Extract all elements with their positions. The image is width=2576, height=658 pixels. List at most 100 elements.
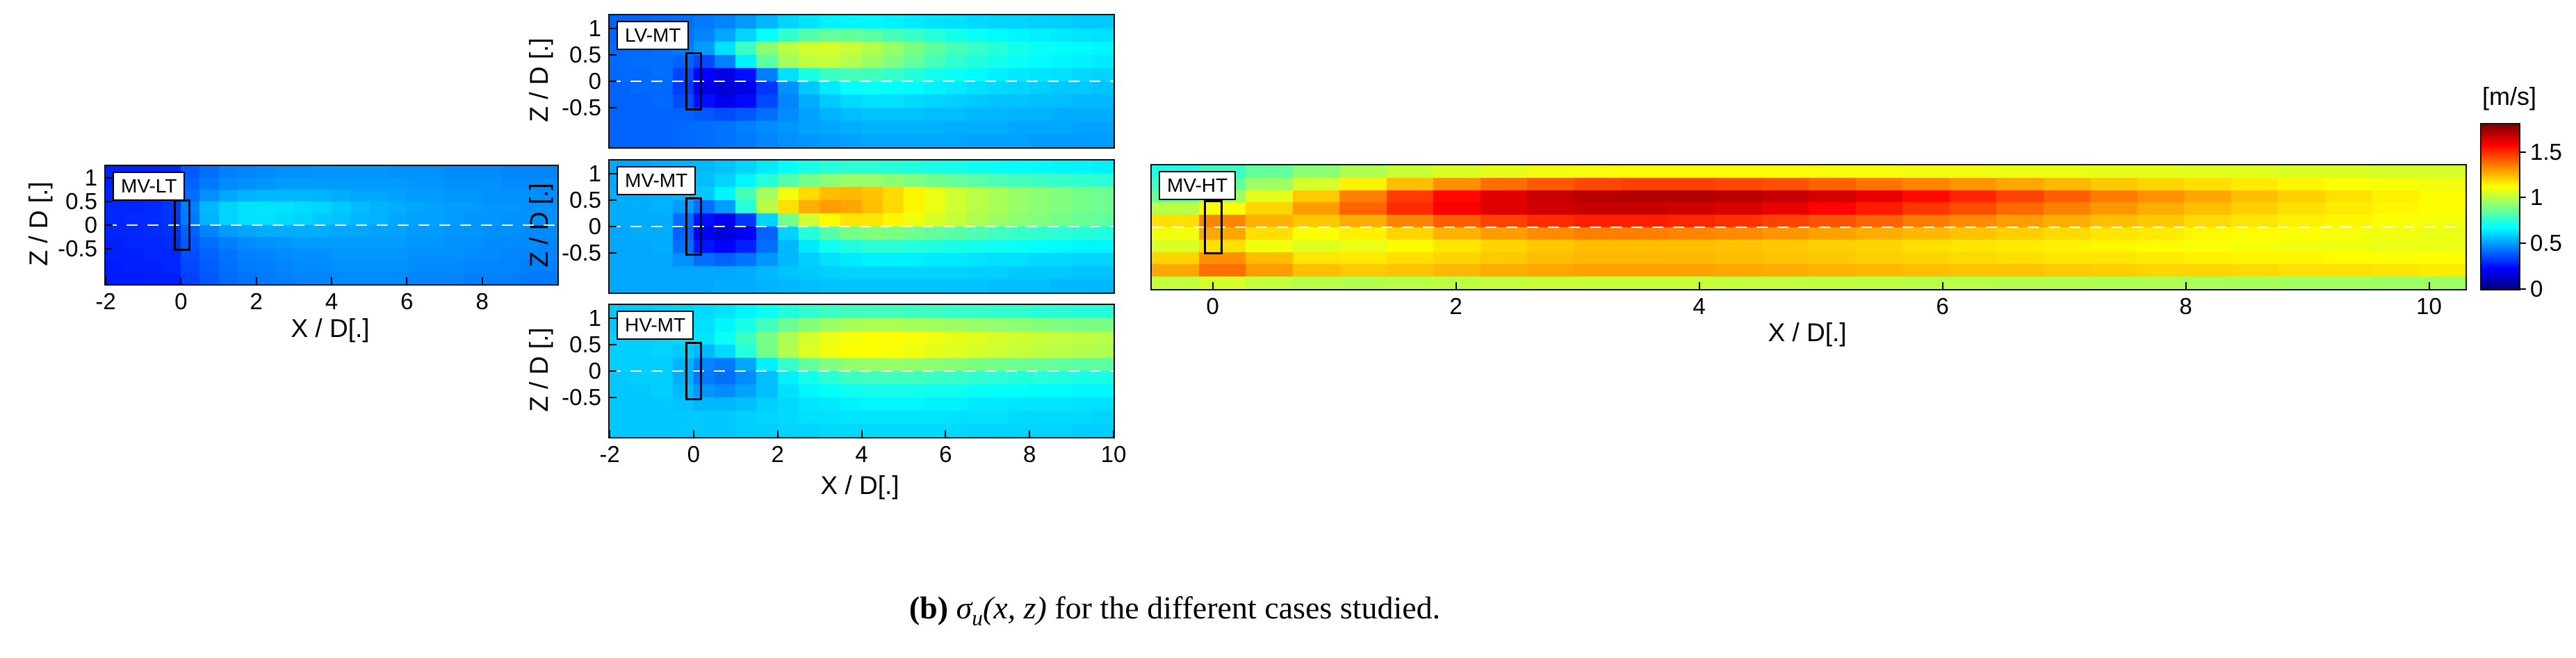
y-tick-label: 0.5	[569, 331, 601, 357]
x-tick-mark	[406, 277, 408, 284]
x-tick-mark	[1029, 430, 1031, 437]
y-tick-label: -0.5	[562, 384, 601, 410]
x-tick-mark	[2185, 282, 2187, 289]
y-tick-label: 0	[588, 358, 601, 384]
heatmap-panel-hv-mt: HV-MT	[608, 304, 1115, 438]
y-tick-label: 0	[588, 68, 601, 94]
colorbar-unit-label: [m/s]	[2482, 82, 2536, 110]
x-tick-mark	[609, 430, 610, 437]
case-label-mv-mt: MV-MT	[617, 166, 696, 195]
hub-height-dashed-line	[106, 224, 557, 226]
y-tick-label: 0	[588, 213, 601, 239]
case-label-hv-mt: HV-MT	[617, 311, 694, 340]
x-tick-mark	[692, 430, 694, 437]
heatmap-panel-mv-mt: MV-MT	[608, 159, 1115, 294]
y-tick-mark	[610, 28, 617, 29]
x-tick-label: 0	[1206, 293, 1219, 319]
y-tick-mark	[610, 199, 617, 201]
x-tick-mark	[105, 277, 106, 284]
y-tick-mark	[610, 370, 617, 372]
case-label-text: MV-HT	[1167, 174, 1228, 196]
x-tick-mark	[1113, 430, 1114, 437]
colorbar-tick-label: 0.5	[2530, 230, 2562, 256]
caption-index: (b)	[908, 590, 949, 625]
hub-height-dashed-line	[1152, 227, 2465, 228]
y-tick-mark	[106, 177, 113, 179]
x-tick-label: 8	[2179, 293, 2192, 319]
x-tick-mark	[2428, 282, 2430, 289]
y-tick-mark	[610, 318, 617, 319]
x-tick-label: 6	[1936, 293, 1949, 319]
turbine-rotor-marker	[685, 52, 702, 110]
y-tick-label: 1	[588, 161, 601, 186]
case-label-text: HV-MT	[625, 314, 686, 336]
y-tick-mark	[610, 344, 617, 345]
colorbar-tick-label: 1.5	[2530, 138, 2562, 165]
x-tick-mark	[776, 430, 778, 437]
colorbar-tick-mark	[2520, 242, 2526, 245]
colorbar-tick-label: 1	[2530, 184, 2543, 211]
case-label-mv-ht: MV-HT	[1159, 171, 1237, 200]
x-tick-mark	[945, 430, 947, 437]
x-axis-label-mv-lt: X / D[.]	[291, 314, 370, 343]
colorbar-tick-mark	[2520, 288, 2526, 290]
y-tick-label: 1	[588, 15, 601, 41]
x-tick-label: 6	[400, 288, 414, 314]
x-tick-label: 10	[2416, 293, 2442, 319]
turbine-rotor-marker	[173, 199, 190, 252]
colorbar-tick-mark	[2520, 151, 2526, 153]
turbine-rotor-marker	[685, 197, 702, 256]
x-tick-label: 2	[250, 288, 263, 314]
x-tick-mark	[180, 277, 182, 284]
caption-args: (x, z)	[982, 590, 1047, 625]
caption-text: for the different cases studied.	[1046, 590, 1441, 625]
y-tick-mark	[610, 81, 617, 82]
caption-sigma: σ	[956, 590, 972, 625]
y-tick-mark	[106, 248, 113, 249]
x-tick-label: 4	[325, 288, 339, 314]
y-tick-label: 0.5	[65, 188, 97, 214]
turbine-rotor-marker	[685, 342, 702, 400]
y-tick-mark	[610, 226, 617, 227]
heatmap-panel-mv-lt: MV-LT	[104, 165, 559, 286]
hub-height-dashed-line	[610, 370, 1114, 372]
y-tick-label: 0	[84, 212, 97, 238]
y-tick-label: -0.5	[562, 240, 601, 265]
case-label-text: LV-MT	[625, 24, 681, 46]
case-label-text: MV-LT	[121, 175, 177, 197]
y-tick-mark	[610, 173, 617, 174]
hub-height-dashed-line	[610, 81, 1114, 82]
x-tick-label: -2	[95, 288, 116, 314]
y-tick-mark	[106, 201, 113, 202]
x-tick-mark	[861, 430, 863, 437]
x-tick-mark	[331, 277, 332, 284]
x-tick-mark	[1212, 282, 1214, 289]
x-tick-mark	[1941, 282, 1943, 289]
y-tick-label: 0.5	[569, 187, 601, 213]
figure-caption: (b) σu(x, z) for the different cases stu…	[480, 589, 1870, 631]
y-tick-mark	[610, 107, 617, 108]
y-tick-mark	[610, 54, 617, 56]
x-tick-label: 0	[174, 288, 188, 314]
y-tick-label: 0.5	[569, 42, 601, 67]
case-label-text: MV-MT	[625, 170, 688, 191]
caption-subscript: u	[972, 606, 983, 631]
case-label-mv-lt: MV-LT	[113, 172, 186, 201]
y-tick-label: -0.5	[562, 94, 601, 120]
hub-height-dashed-line	[610, 226, 1114, 227]
y-tick-label: 1	[588, 305, 601, 331]
x-tick-label: 2	[771, 441, 784, 467]
y-tick-mark	[610, 252, 617, 254]
case-label-lv-mt: LV-MT	[617, 21, 690, 50]
colorbar-tick-label: 0	[2530, 276, 2543, 302]
x-tick-mark	[1698, 282, 1700, 289]
x-tick-mark	[1455, 282, 1457, 289]
turbine-rotor-marker	[1204, 199, 1223, 255]
colorbar-canvas	[2481, 124, 2519, 289]
x-tick-label: 4	[1693, 293, 1706, 319]
heatmap-panel-mv-ht: MV-HT	[1150, 164, 2467, 290]
y-tick-mark	[610, 397, 617, 398]
x-tick-mark	[481, 277, 483, 284]
colorbar	[2480, 123, 2520, 290]
